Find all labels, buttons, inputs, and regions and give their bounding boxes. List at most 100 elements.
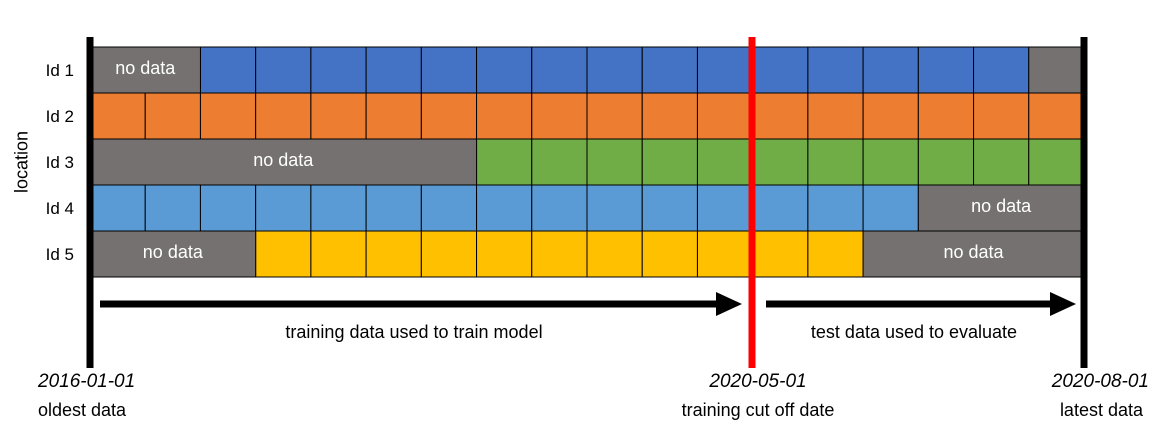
data-cell — [531, 184, 588, 232]
data-cell — [862, 184, 919, 232]
row-id-label: Id 3 — [46, 153, 74, 172]
data-cell — [144, 92, 201, 140]
arrows — [100, 292, 1076, 316]
no-data-block — [89, 230, 257, 278]
data-cell — [807, 92, 864, 140]
data-cell — [199, 46, 257, 94]
row-labels: Id 1 Id 2 Id 3 Id 4 Id 5 — [46, 61, 74, 264]
data-cell — [641, 46, 698, 94]
data-cell — [752, 184, 809, 232]
no-data-label: no data — [944, 242, 1005, 262]
data-cell — [917, 92, 975, 140]
data-cell — [531, 230, 588, 278]
start-caption: oldest data — [38, 400, 127, 420]
data-cell — [531, 46, 588, 94]
data-cell — [255, 230, 312, 278]
data-cell — [420, 230, 478, 278]
data-cell — [752, 138, 809, 186]
data-cell — [917, 46, 975, 94]
no-data-block — [89, 46, 201, 94]
no-data-label: no data — [971, 196, 1032, 216]
data-cell — [586, 46, 643, 94]
data-cell — [1028, 138, 1085, 186]
data-cell — [696, 46, 754, 94]
data-cell — [641, 92, 698, 140]
data-cell — [255, 92, 312, 140]
row-id-label: Id 1 — [46, 61, 74, 80]
data-cell — [365, 92, 422, 140]
end-date: 2020-08-01 — [1051, 371, 1149, 392]
no-data-label: no data — [143, 242, 204, 262]
data-cell — [310, 92, 367, 140]
start-date: 2016-01-01 — [38, 371, 136, 392]
data-cell — [586, 138, 643, 186]
data-cell — [862, 138, 919, 186]
data-cell — [752, 46, 809, 94]
data-cell — [310, 184, 367, 232]
no-data-block — [89, 138, 478, 186]
data-cell — [586, 92, 643, 140]
data-cell — [476, 46, 533, 94]
data-cell — [476, 92, 533, 140]
no-data-label: no data — [253, 150, 314, 170]
no-data-label: no data — [115, 58, 176, 78]
data-cell — [917, 138, 975, 186]
cutoff-date: 2020-05-01 — [709, 371, 807, 392]
data-cell — [89, 184, 146, 232]
data-cell — [973, 46, 1030, 94]
data-cell — [696, 92, 754, 140]
data-cell — [365, 230, 422, 278]
data-cell — [1028, 92, 1085, 140]
no-data-block — [862, 230, 1085, 278]
data-cell — [696, 184, 754, 232]
data-cell — [420, 184, 478, 232]
data-cell — [862, 46, 919, 94]
row-id-label: Id 4 — [46, 199, 74, 218]
data-cell — [973, 138, 1030, 186]
data-cell — [199, 92, 257, 140]
train-arrow-label: training data used to train model — [285, 322, 543, 342]
data-cell — [310, 230, 367, 278]
data-cell — [199, 184, 257, 232]
data-cell — [752, 92, 809, 140]
no-data-block — [1028, 46, 1085, 94]
row-id-label: Id 2 — [46, 107, 74, 126]
cutoff-caption: training cut off date — [681, 400, 835, 420]
data-cell — [144, 184, 201, 232]
data-cell — [586, 184, 643, 232]
data-cell — [476, 184, 533, 232]
test-arrow-label: test data used to evaluate — [810, 322, 1018, 342]
data-cell — [752, 230, 809, 278]
data-cell — [696, 138, 754, 186]
data-cell — [807, 230, 864, 278]
data-cell — [862, 92, 919, 140]
data-cell — [476, 230, 533, 278]
data-cell — [365, 184, 422, 232]
data-cell — [807, 46, 864, 94]
data-cell — [807, 138, 864, 186]
data-cell — [255, 46, 312, 94]
data-cell — [476, 138, 533, 186]
end-caption: latest data — [1059, 400, 1143, 420]
data-cell — [255, 184, 312, 232]
data-cell — [531, 138, 588, 186]
data-cell — [531, 92, 588, 140]
data-cell — [641, 138, 698, 186]
row-id-label: Id 5 — [46, 245, 74, 264]
data-cell — [696, 230, 754, 278]
test-arrowhead-icon — [1050, 292, 1076, 316]
data-cell — [310, 46, 367, 94]
train-arrowhead-icon — [716, 292, 742, 316]
data-cell — [420, 46, 478, 94]
data-cell — [807, 184, 864, 232]
data-cell — [365, 46, 422, 94]
data-cell — [641, 230, 698, 278]
no-data-block — [917, 184, 1085, 232]
data-grid: no data no data no data no data no data — [89, 46, 1085, 278]
data-cell — [641, 184, 698, 232]
timeline-lines — [86, 37, 1088, 368]
data-cell — [420, 92, 478, 140]
data-cell — [973, 92, 1030, 140]
data-cell — [89, 92, 146, 140]
